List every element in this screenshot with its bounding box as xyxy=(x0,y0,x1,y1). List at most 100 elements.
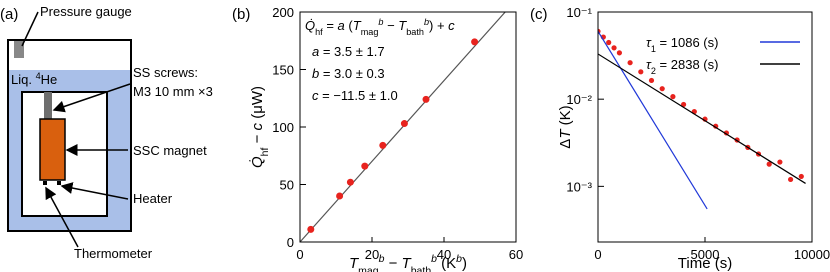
text-part: (K xyxy=(437,255,456,272)
point xyxy=(788,176,794,183)
magnet xyxy=(39,118,66,181)
text-part: hf xyxy=(315,27,323,37)
point xyxy=(616,50,623,56)
text-part: T xyxy=(402,255,413,272)
text-part: = 1086 (s) xyxy=(656,35,719,50)
annotation: a = 3.5 ± 1.7 xyxy=(312,44,385,59)
legend-label: τ2 = 2838 (s) xyxy=(646,57,718,76)
point xyxy=(471,38,479,46)
pointer xyxy=(21,11,39,47)
text-part: ( xyxy=(345,18,354,33)
text-part: b xyxy=(312,66,319,81)
arrow xyxy=(60,182,129,200)
text-part: b xyxy=(424,17,429,27)
point xyxy=(681,101,687,108)
arrow xyxy=(52,83,131,113)
y-axis-label: ΔT (K) xyxy=(557,105,574,148)
text-part: T xyxy=(557,128,574,139)
text-part: = xyxy=(323,18,338,33)
thermometer-dot xyxy=(43,181,47,185)
y-tick-label: 0 xyxy=(287,235,294,250)
y-tick-label: 10⁻² xyxy=(566,92,592,107)
y-tick-label: 150 xyxy=(272,63,294,78)
legend-label: τ1 = 1086 (s) xyxy=(646,35,718,54)
point xyxy=(307,225,315,233)
x-tick-label: 0 xyxy=(594,247,601,262)
text-part: τ xyxy=(646,57,652,72)
x-tick-label: 20 xyxy=(365,247,379,262)
label: M3 10 mm ×3 xyxy=(133,84,213,99)
text-part: − xyxy=(384,255,401,272)
text-part: = 3.5 ± 1.7 xyxy=(319,44,384,59)
point xyxy=(400,120,408,128)
annotation: Q̇hf = a (Tmagb − Tbathb) + c xyxy=(305,17,455,37)
y-tick-label: 10⁻³ xyxy=(566,179,592,194)
x-axis-label: Time (s) xyxy=(678,255,732,272)
text-part: ) + xyxy=(429,18,448,33)
text-part: Δ xyxy=(557,139,574,149)
text-part: a xyxy=(338,18,345,33)
text-part: Liq. xyxy=(11,72,36,87)
text-part: hf xyxy=(259,147,271,156)
text-part: 4 xyxy=(36,71,41,81)
text-part: = −11.5 ± 1.0 xyxy=(319,88,398,103)
fit-line xyxy=(300,12,506,242)
text-part: c xyxy=(249,122,266,130)
text-part: mag xyxy=(358,265,379,272)
point xyxy=(713,123,719,129)
text-part: T xyxy=(349,255,360,272)
text-part: = 3.0 ± 0.3 xyxy=(319,66,384,81)
text-part: He xyxy=(41,72,58,87)
arrow xyxy=(45,186,79,248)
point xyxy=(336,192,344,200)
label: Thermometer xyxy=(74,246,153,261)
text-part: τ xyxy=(646,35,652,50)
x-axis-label: Tmagb − Tbathb (Kb) xyxy=(349,253,467,272)
fit-line xyxy=(598,53,806,184)
text-part: Q̇ xyxy=(249,156,266,168)
fit-line xyxy=(598,31,708,210)
x-tick-label: 10000 xyxy=(794,247,830,262)
point xyxy=(606,39,612,46)
text-part: ) xyxy=(462,255,467,272)
point xyxy=(648,77,655,84)
point xyxy=(361,162,369,170)
x-tick-label: 5000 xyxy=(691,247,720,262)
text-part: T xyxy=(353,18,362,33)
panel-label: (a) xyxy=(0,6,18,23)
text-part: 2 xyxy=(651,66,656,76)
y-axis-label: Q̇hf − c (μW) xyxy=(249,86,271,168)
x-tick-label: 60 xyxy=(509,247,523,262)
text-part: b xyxy=(378,17,383,27)
plot-frame xyxy=(299,11,517,243)
point xyxy=(659,86,665,92)
diagram: (a) Pressure gauge Liq. 4He SS screws: M… xyxy=(0,4,213,261)
text-part: (K) xyxy=(557,105,574,129)
text-part: Time (s) xyxy=(678,255,732,272)
label: SSC magnet xyxy=(133,143,207,158)
annotation: c = −11.5 ± 1.0 xyxy=(312,88,398,103)
heater-dot xyxy=(57,181,61,185)
point xyxy=(798,173,804,180)
text-part: c xyxy=(448,18,455,33)
text-part: a xyxy=(312,44,319,59)
text-part: mag xyxy=(361,27,379,37)
gauge xyxy=(14,41,24,58)
annotation: b = 3.0 ± 0.3 xyxy=(312,66,385,81)
panel-label: (b) xyxy=(232,6,250,23)
text-part: − xyxy=(383,18,398,33)
point xyxy=(422,95,430,103)
point xyxy=(611,45,617,51)
y-tick-label: 10⁻¹ xyxy=(566,5,592,20)
text-part: T xyxy=(398,18,407,33)
text-part: (μW) xyxy=(249,86,266,123)
text-part: bath xyxy=(406,27,424,37)
y-tick-label: 200 xyxy=(272,5,294,20)
point xyxy=(670,94,676,100)
plot-frame xyxy=(597,11,813,243)
label: Liq. 4He xyxy=(11,71,57,87)
point xyxy=(766,161,772,167)
text-part: bath xyxy=(411,265,432,272)
text-part: − xyxy=(249,130,266,147)
